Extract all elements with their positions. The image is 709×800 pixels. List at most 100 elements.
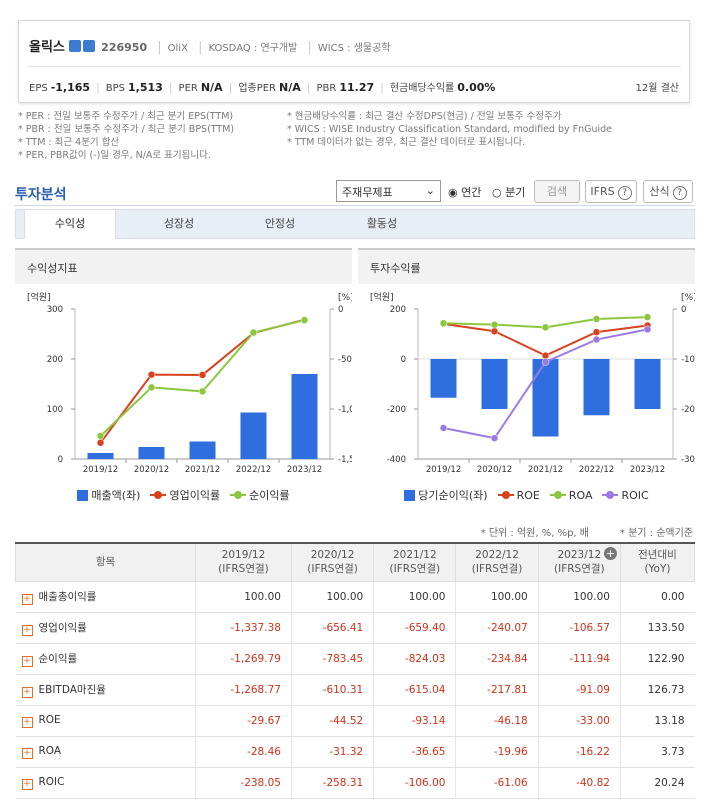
chart-title: 수익성지표 bbox=[27, 262, 78, 275]
legend-item: 순이익률 bbox=[230, 487, 290, 503]
tab[interactable]: 수익성 bbox=[24, 209, 116, 239]
cell: -106.00 bbox=[373, 767, 456, 799]
header-basis: (IFRS연결) bbox=[389, 563, 441, 576]
header-period: 2022/12 bbox=[475, 549, 519, 562]
separator: | bbox=[380, 81, 384, 94]
bar bbox=[240, 412, 267, 459]
table-row: + ROE -29.67 -44.52 -93.14 -46.18 -33.00 13.18 bbox=[15, 705, 695, 737]
notes-left: * PER : 전일 보통주 수정주가 / 최근 분기 EPS(TTM) * PB… bbox=[18, 110, 234, 162]
expand-icon[interactable]: + bbox=[603, 547, 617, 560]
cell: -111.94 bbox=[537, 643, 621, 675]
note-line: * TTM 데이터가 없는 경우, 최근 결산 데이터로 표시됩니다. bbox=[287, 137, 526, 148]
cell: -258.31 bbox=[290, 767, 374, 799]
header-period: 2019/12 bbox=[221, 549, 266, 562]
legend-swatch bbox=[549, 491, 566, 499]
formula-button[interactable]: 산식? bbox=[643, 180, 693, 203]
note-line: * TTM : 최근 4분기 합산 bbox=[18, 137, 120, 148]
legend-item: 영업이익률 bbox=[150, 487, 220, 503]
cell: 20.24 bbox=[619, 767, 695, 799]
y-axis-label: [억원] bbox=[370, 291, 394, 303]
line-marker bbox=[300, 316, 309, 324]
header-row: 항목 2019/12 (IFRS연결) 2020/12 (IFRS연결) 2021/12(… bbox=[15, 542, 696, 582]
chart-panel: 투자수익률 [억원] [%] 200 0 -200 -400 0 -100 -200 -300 201… bbox=[358, 248, 695, 505]
line-marker bbox=[592, 328, 601, 336]
ifrs-button[interactable]: IFRS? bbox=[585, 180, 637, 203]
legend: 당기순이익(좌) ROE ROA ROIC bbox=[358, 487, 695, 503]
cell: -40.82 bbox=[537, 767, 621, 799]
cell: 13.18 bbox=[619, 705, 695, 737]
radio-annual[interactable]: ◉ 연간 bbox=[448, 186, 482, 199]
line-marker bbox=[541, 323, 550, 332]
metric-value: 11.27 bbox=[339, 81, 375, 94]
divider bbox=[27, 66, 681, 67]
tab[interactable]: 성장성 bbox=[163, 217, 195, 230]
expand-icon[interactable]: + bbox=[21, 655, 33, 667]
title-row: 올릭스 226950 | OliX | KOSDAQ : 연구개발 | WICS : … bbox=[29, 40, 391, 55]
metric-label: PBR bbox=[316, 83, 337, 94]
cell: -106.57 bbox=[537, 612, 621, 644]
line-marker bbox=[96, 432, 105, 440]
radio-label: 연간 bbox=[461, 186, 482, 199]
expand-icon[interactable]: + bbox=[21, 716, 33, 728]
row-label-text: ROIC bbox=[38, 775, 65, 788]
radio-label: 분기 bbox=[505, 186, 526, 199]
x-tick-label: 2022/12 bbox=[579, 465, 614, 475]
note-line: * PBR : 전일 보통주 수정주가 / 최근 분기 BPS(TTM) bbox=[18, 124, 235, 135]
row-label: + 영업이익률 bbox=[15, 612, 196, 644]
y-tick-label: 200 bbox=[390, 305, 406, 315]
header-basis: (IFRS연결) bbox=[307, 563, 358, 576]
legend-swatch bbox=[497, 491, 514, 499]
metric-value: N/A bbox=[279, 81, 301, 94]
separator: | bbox=[228, 81, 233, 94]
header-cell: 2019/12 (IFRS연결) bbox=[195, 542, 292, 582]
select[interactable]: 주재무제표 ⌄ bbox=[336, 180, 441, 202]
note-line: * PER, PBR값이 (-)일 경우, N/A로 표기됩니다. bbox=[18, 150, 211, 161]
y2-tick-label: -1,000 bbox=[338, 405, 352, 415]
icon[interactable] bbox=[83, 40, 96, 52]
metric-value: N/A bbox=[200, 81, 223, 94]
legend-item: ROIC bbox=[602, 487, 649, 503]
cell: -659.40 bbox=[373, 612, 456, 644]
legend-label: ROA bbox=[568, 488, 593, 502]
header-cell: 2021/12 (IFRS연결) bbox=[373, 542, 457, 582]
expand-icon[interactable]: + bbox=[21, 686, 33, 698]
cell: -31.32 bbox=[290, 736, 374, 768]
legend-label: ROE bbox=[516, 488, 540, 502]
y2-tick-label: -300 bbox=[681, 455, 695, 465]
radio-quarter[interactable]: ○ 분기 bbox=[492, 186, 526, 199]
chart: 투자수익률 [억원] [%] 200 0 -200 -400 0 -100 -200 -300 201… bbox=[370, 262, 695, 475]
cell: -91.09 bbox=[537, 674, 621, 706]
line-marker bbox=[541, 351, 550, 360]
y2-axis-label: [%] bbox=[338, 293, 352, 303]
cell: -33.00 bbox=[537, 705, 621, 737]
metric-label: EPS bbox=[29, 83, 48, 94]
tab[interactable]: 활동성 bbox=[366, 217, 398, 230]
search-button[interactable]: 검색 bbox=[534, 180, 580, 203]
button-text: 산식 bbox=[649, 185, 670, 198]
y2-tick-label: 0 bbox=[681, 305, 686, 315]
cell: -1,268.77 bbox=[195, 674, 292, 706]
tab[interactable]: 안정성 bbox=[264, 217, 296, 230]
legend-item: ROE bbox=[497, 487, 540, 503]
cell: -19.96 bbox=[455, 736, 539, 768]
metric-label: PER bbox=[178, 83, 198, 94]
eng-name: OliX bbox=[167, 43, 188, 54]
expand-icon[interactable]: + bbox=[21, 624, 33, 636]
separator: | bbox=[168, 81, 173, 94]
cell: 0.00 bbox=[619, 581, 695, 613]
y2-tick-label: -200 bbox=[681, 405, 695, 415]
header-basis: (YoY) bbox=[644, 563, 671, 576]
x-tick-label: 2020/12 bbox=[477, 465, 512, 475]
icon[interactable] bbox=[69, 40, 82, 52]
legend-swatch bbox=[77, 489, 89, 501]
expand-icon[interactable]: + bbox=[21, 778, 33, 790]
legend-label: 매출액(좌) bbox=[91, 489, 141, 502]
expand-icon[interactable]: + bbox=[21, 593, 33, 605]
expand-icon[interactable]: + bbox=[21, 747, 33, 759]
cell: 100.00 bbox=[455, 581, 539, 613]
row-label: + EBITDA마진율 bbox=[15, 674, 196, 706]
legend-item: 당기순이익(좌) bbox=[404, 487, 488, 503]
line-marker bbox=[541, 358, 550, 366]
legend-label: 당기순이익(좌) bbox=[418, 489, 488, 502]
cell: -238.05 bbox=[195, 767, 292, 799]
